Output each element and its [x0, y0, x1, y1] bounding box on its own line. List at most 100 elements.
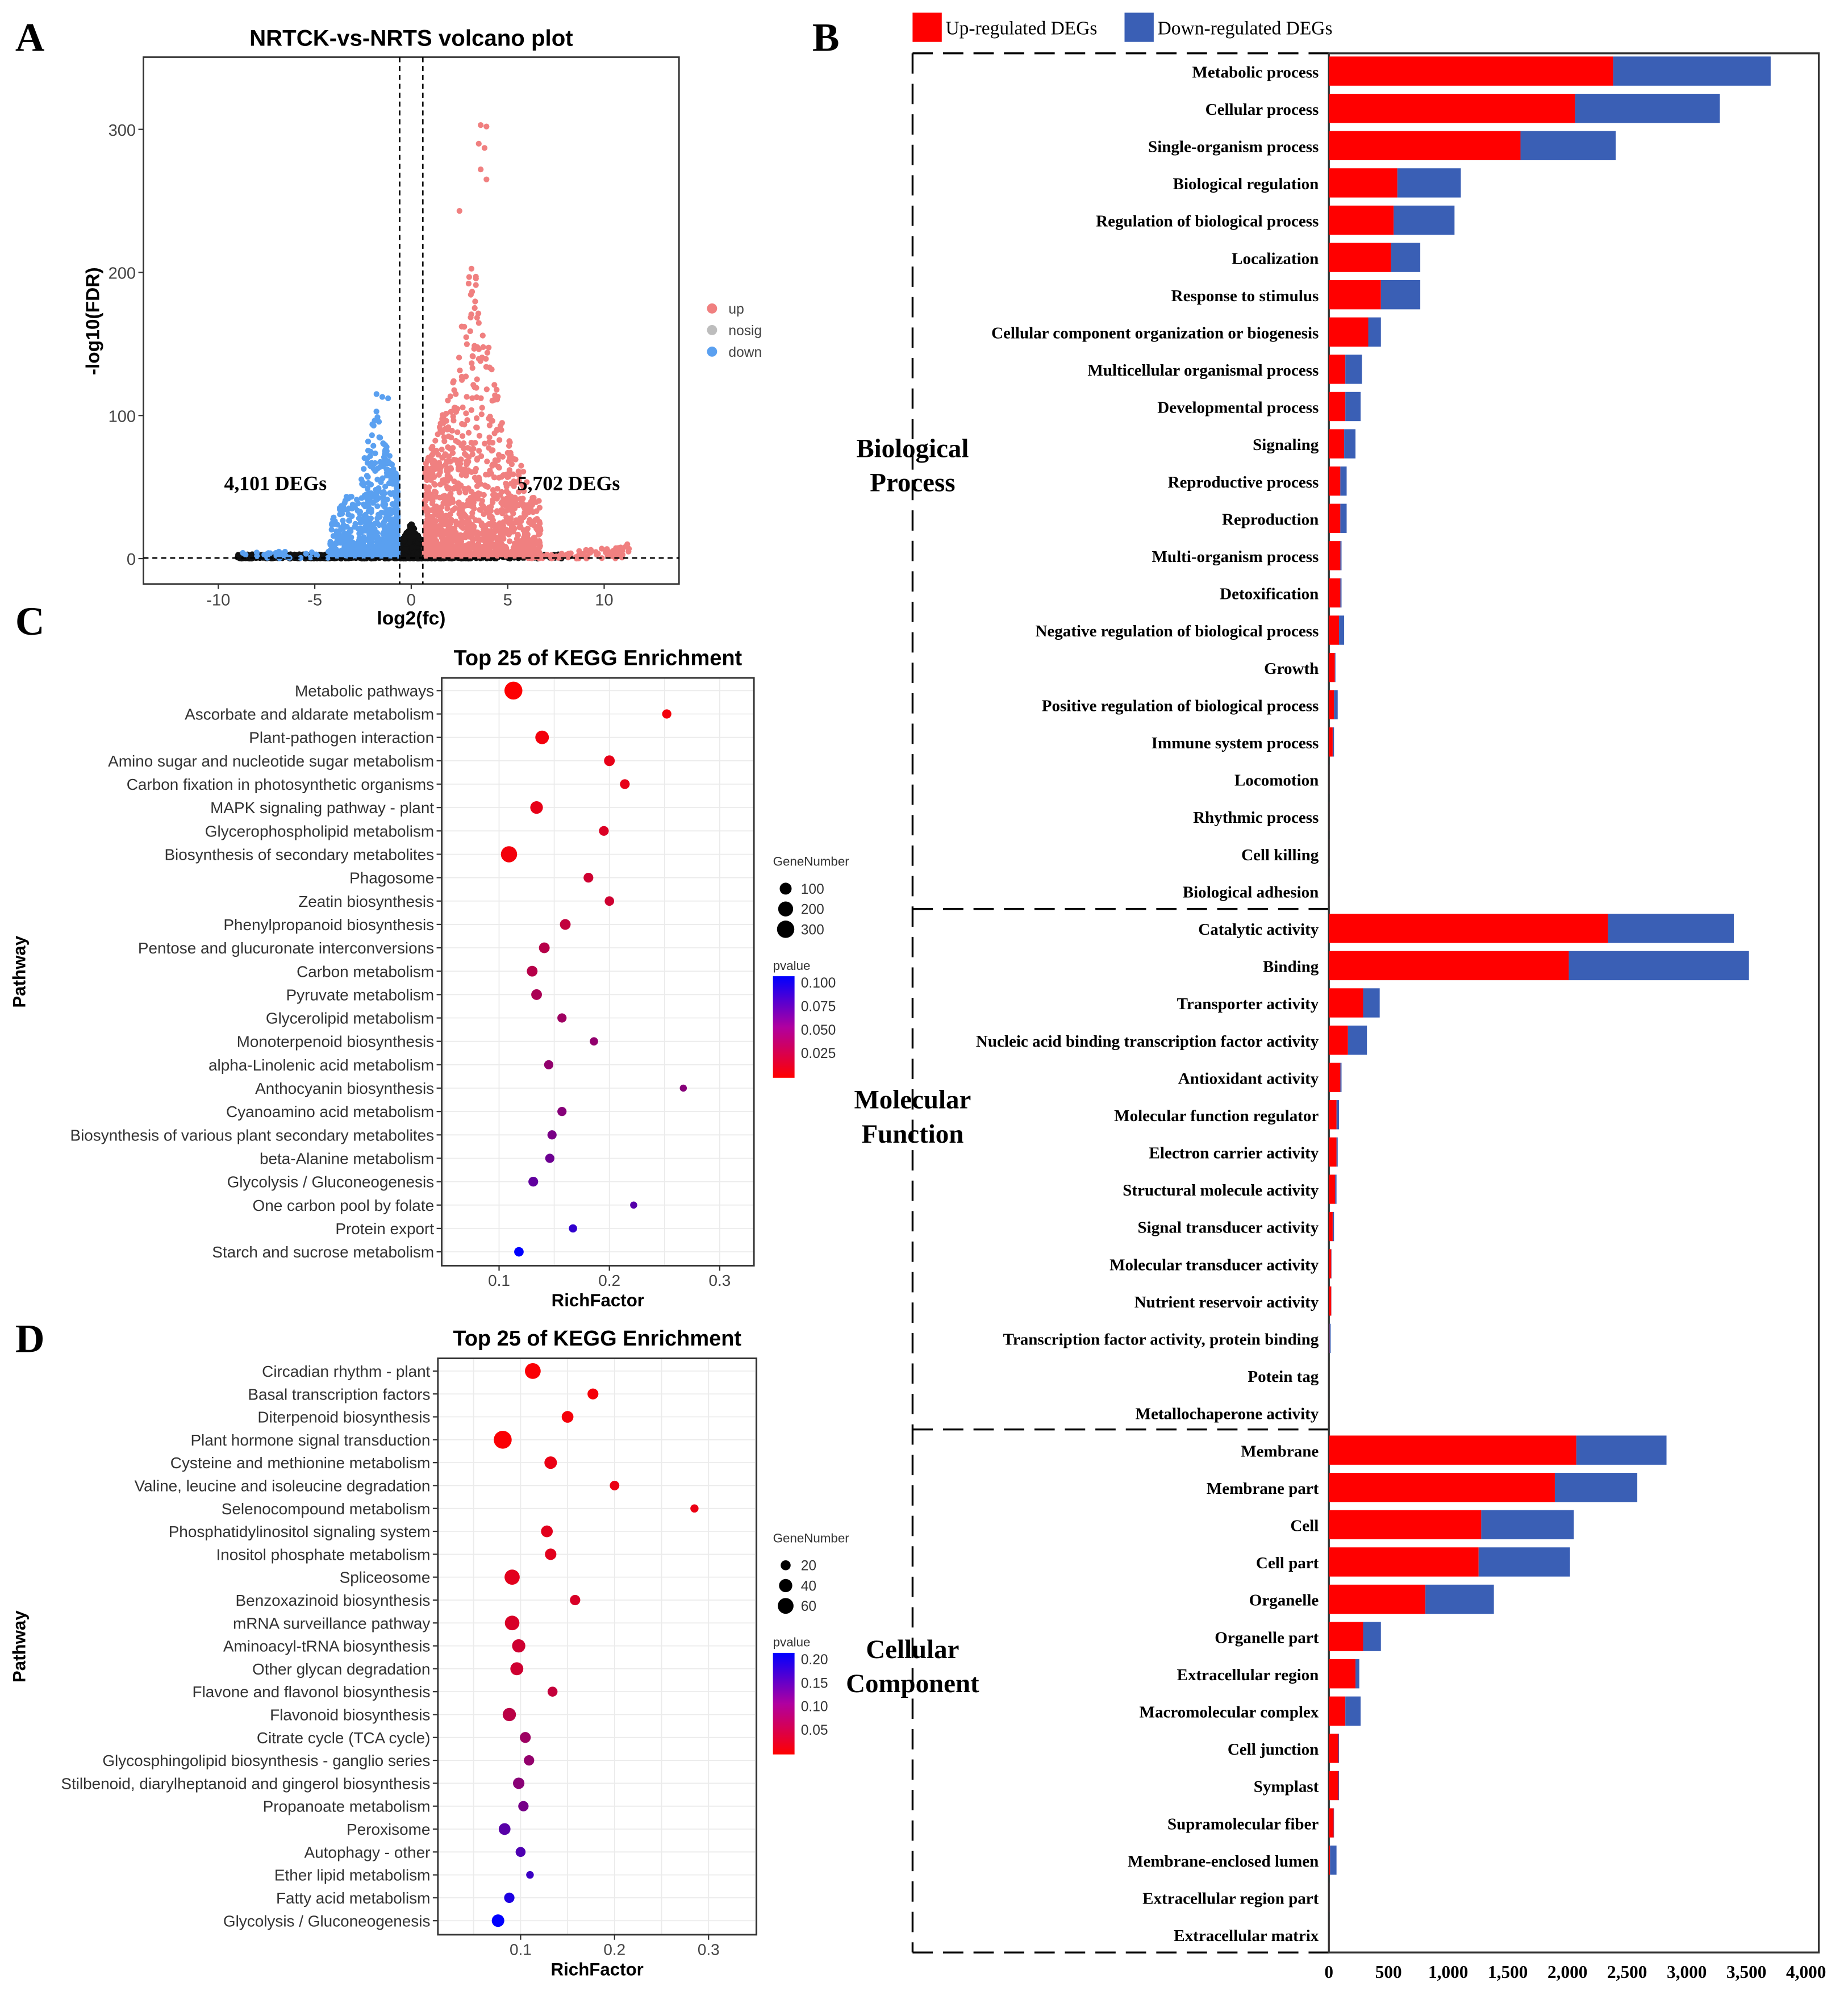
pathway-label: Monoterpenoid biosynthesis — [237, 1033, 435, 1051]
bar-up — [1329, 914, 1608, 943]
point-up — [424, 465, 431, 472]
bar-down — [1394, 205, 1455, 235]
point-down — [337, 539, 344, 545]
point-nosig — [410, 534, 416, 540]
point-down — [362, 545, 369, 552]
category-label: Structural molecule activity — [1123, 1181, 1319, 1200]
point-up — [473, 385, 479, 391]
category-label: Nucleic acid binding transcription facto… — [976, 1032, 1319, 1051]
point-up — [529, 536, 536, 543]
point-down — [367, 498, 373, 504]
pathway-label: Amino sugar and nucleotide sugar metabol… — [108, 752, 434, 770]
point-down — [349, 552, 355, 559]
point-down — [377, 435, 383, 441]
point-down — [382, 457, 388, 464]
category-label: Antioxidant activity — [1178, 1069, 1319, 1088]
point-up — [490, 499, 496, 506]
point-down — [349, 513, 355, 519]
point-down — [336, 505, 343, 511]
point-up — [429, 460, 436, 467]
point-down — [273, 552, 280, 559]
size-legend-marker — [779, 1578, 792, 1593]
category-label: Cellular process — [1205, 101, 1319, 119]
bar-down — [1613, 56, 1771, 86]
size-legend-title: GeneNumber — [773, 855, 850, 869]
point-up — [468, 265, 475, 272]
x-tick-label: 3,500 — [1726, 1962, 1766, 1982]
point-down — [240, 549, 246, 556]
point-up — [510, 551, 516, 558]
point-up — [450, 485, 457, 492]
point-down — [326, 548, 332, 555]
point-up — [462, 452, 469, 458]
point-up — [457, 532, 464, 538]
x-tick-label: 0.2 — [598, 1272, 620, 1289]
point-up — [434, 546, 440, 552]
pathway-label: Flavonoid biosynthesis — [270, 1706, 430, 1724]
bar-down — [1344, 429, 1356, 459]
point-up — [424, 528, 431, 535]
bar-up — [1329, 243, 1391, 272]
point-down — [374, 476, 381, 482]
point-down — [357, 552, 363, 559]
data-point — [544, 1456, 557, 1469]
point-up — [449, 507, 456, 514]
data-point — [569, 1224, 577, 1233]
pathway-label: Circadian rhythm - plant — [262, 1363, 430, 1380]
point-up — [435, 552, 441, 558]
point-up — [481, 511, 487, 518]
point-up — [451, 405, 457, 411]
data-point — [570, 1594, 581, 1606]
point-down — [365, 536, 372, 543]
point-up — [439, 412, 446, 418]
point-up — [465, 430, 472, 436]
x-tick-label: -5 — [307, 592, 322, 610]
point-up — [483, 472, 489, 478]
point-down — [375, 487, 381, 493]
point-up — [489, 397, 495, 404]
point-up — [533, 524, 539, 530]
point-up — [450, 456, 457, 463]
point-up — [474, 314, 480, 321]
point-up — [506, 538, 513, 544]
group-label: Biological — [856, 434, 969, 463]
color-legend-label: 0.100 — [801, 976, 836, 991]
point-up — [522, 510, 528, 517]
point-down — [345, 542, 352, 548]
point-up — [458, 377, 465, 383]
bar-up — [1329, 1622, 1363, 1651]
point-up — [479, 332, 486, 339]
bar-up — [1329, 727, 1333, 757]
point-up — [525, 546, 532, 553]
category-label: Molecular transducer activity — [1109, 1256, 1319, 1274]
point-up — [487, 468, 493, 474]
point-up — [507, 455, 513, 461]
point-up — [429, 464, 436, 470]
point-up — [449, 450, 456, 456]
point-up — [454, 481, 461, 487]
point-nosig — [407, 539, 413, 546]
point-up — [506, 469, 512, 475]
point-up — [469, 353, 475, 359]
group-label: Process — [870, 468, 955, 498]
point-down — [385, 471, 391, 478]
point-up — [464, 394, 470, 400]
point-up — [516, 544, 523, 550]
bar-up — [1329, 690, 1334, 719]
point-down — [381, 547, 387, 553]
bar-up — [1329, 988, 1363, 1018]
point-down — [264, 555, 270, 561]
bar-up — [1329, 652, 1335, 682]
point-nosig — [403, 553, 410, 560]
point-up — [444, 548, 450, 554]
point-down — [389, 461, 395, 468]
pathway-label: Valine, leucine and isoleucine degradati… — [135, 1477, 431, 1494]
legend-marker-down — [707, 346, 717, 357]
point-up — [461, 422, 468, 428]
point-up — [487, 414, 493, 420]
x-tick-label: 500 — [1375, 1962, 1402, 1982]
bar-down — [1345, 355, 1362, 384]
point-up — [486, 445, 492, 451]
pathway-label: Flavone and flavonol biosynthesis — [193, 1683, 431, 1701]
data-point — [528, 1177, 539, 1187]
